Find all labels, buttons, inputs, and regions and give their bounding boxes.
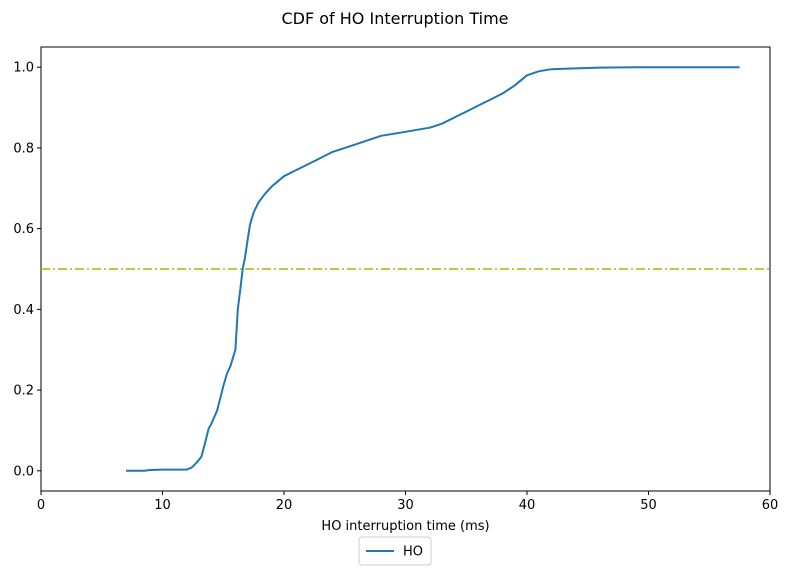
y-tick-label: 0.2	[13, 384, 34, 399]
y-tick-label: 1.0	[13, 61, 34, 76]
x-tick-label: 0	[37, 498, 45, 513]
series-line-ho	[126, 66, 740, 472]
legend-frame	[358, 536, 432, 566]
series-group	[126, 66, 740, 472]
x-tick-label: 30	[397, 498, 414, 513]
legend: HO	[358, 536, 432, 566]
y-tick-label: 0.8	[13, 141, 34, 156]
legend-label-ho: HO	[403, 545, 423, 560]
y-tick-label: 0.6	[13, 222, 34, 237]
y-tick-label: 0.4	[13, 303, 34, 318]
x-tick-label: 60	[762, 498, 779, 513]
x-tick-label: 50	[640, 498, 657, 513]
y-axis-ticks: 0.0 0.2 0.4 0.6 0.8 1.0	[13, 61, 41, 479]
chart-title: CDF of HO Interruption Time	[281, 9, 508, 28]
x-axis-label: HO interruption time (ms)	[321, 519, 489, 534]
x-tick-label: 20	[276, 498, 293, 513]
x-tick-label: 10	[154, 498, 171, 513]
x-tick-label: 40	[519, 498, 536, 513]
y-tick-label: 0.0	[13, 464, 34, 479]
x-axis-ticks: 0 10 20 30 40 50 60	[37, 491, 778, 513]
